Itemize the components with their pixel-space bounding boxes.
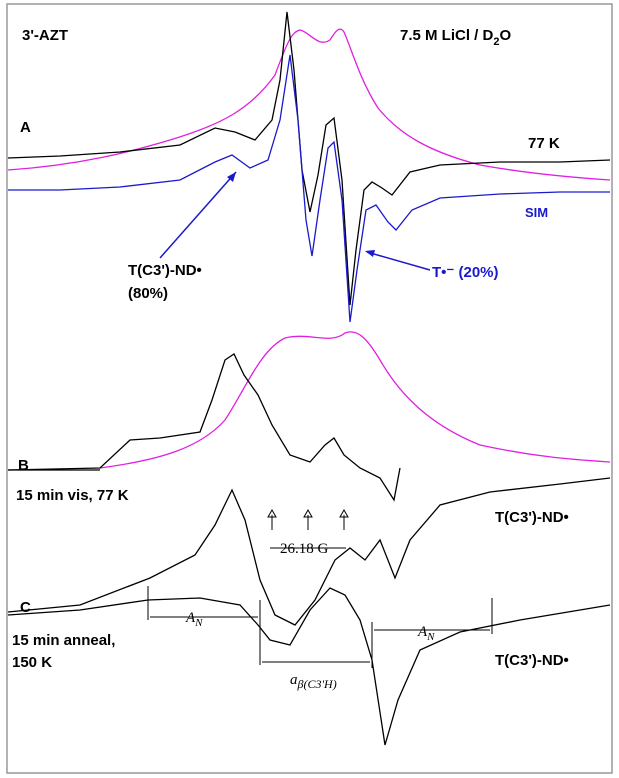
species-label: T(C3')-ND•	[495, 652, 569, 669]
arrowhead	[227, 172, 236, 182]
temperature: 77 K	[528, 135, 560, 152]
species-pct: (80%)	[128, 285, 168, 302]
trace-b-broad	[99, 331, 611, 469]
markers	[267, 508, 349, 549]
sample-label: 3'-AZT	[22, 27, 68, 44]
trace-b	[7, 353, 401, 502]
trace-b-vis	[7, 477, 611, 626]
abeta-label: aβ(C3'H)	[290, 672, 337, 691]
frame	[6, 3, 613, 774]
trace-a-exp	[7, 11, 611, 306]
arrow	[159, 171, 237, 259]
trace-c	[7, 587, 611, 746]
trace-a-exp-broad	[7, 28, 611, 181]
panel-label: B	[18, 457, 29, 474]
an-label: AN	[417, 624, 435, 643]
arrowhead	[365, 250, 375, 257]
species-label: T(C3')-ND•	[495, 509, 569, 526]
spacing-label: 26.18 G	[280, 541, 329, 557]
measure-lines	[147, 586, 493, 668]
panel-label: A	[20, 119, 31, 136]
trace-a-sim	[8, 54, 610, 323]
species-label: T(C3')-ND•	[128, 262, 202, 279]
an-label: AN	[185, 610, 203, 629]
condition-label: 150 K	[12, 654, 52, 671]
arrow	[366, 251, 431, 271]
panel-label: C	[20, 599, 31, 616]
condition-label: 15 min anneal,	[12, 632, 115, 649]
sim-label: SIM	[525, 205, 548, 220]
condition-label: 15 min vis, 77 K	[16, 487, 129, 504]
species-label: T•⁻ (20%)	[432, 264, 499, 281]
solvent-label: 7.5 M LiCl / D2O	[400, 27, 511, 48]
